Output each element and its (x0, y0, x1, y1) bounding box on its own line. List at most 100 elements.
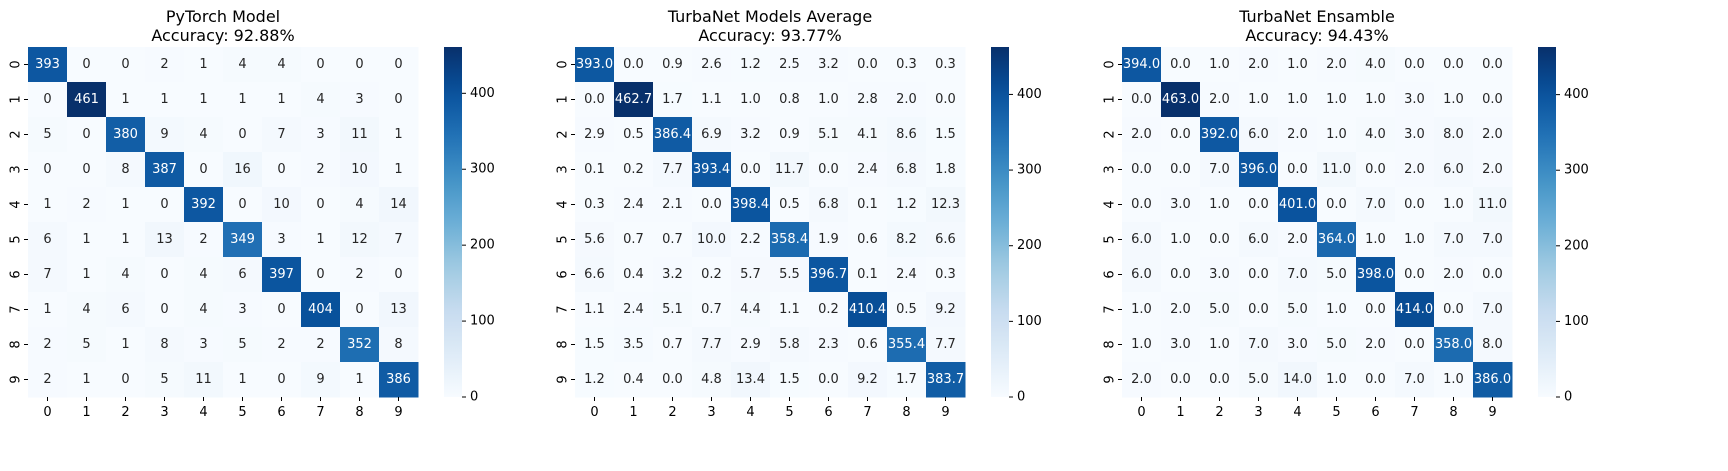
y-tick-label: 8 (1103, 340, 1118, 348)
cell-value-label: 5 (82, 337, 90, 352)
heatmap-cell (1122, 152, 1162, 188)
cell-value-label: 0.0 (1170, 162, 1191, 177)
heatmap-cell (1395, 82, 1435, 118)
cell-value-label: 461 (74, 92, 99, 107)
cell-value-label: 7.7 (662, 162, 683, 177)
x-tick-label: 3 (707, 405, 715, 420)
cell-value-label: 0.0 (1248, 267, 1269, 282)
cell-value-label: 4 (199, 127, 207, 142)
cell-value-label: 7.0 (1287, 267, 1308, 282)
cell-value-label: 6.0 (1131, 232, 1152, 247)
heatmap-cell (1434, 362, 1474, 398)
cell-value-label: 0.0 (1131, 92, 1152, 107)
cell-value-label: 4 (121, 267, 129, 282)
heatmap-cell (1473, 152, 1513, 188)
heatmap-cell (1161, 47, 1201, 83)
heatmap-cell (1161, 257, 1201, 293)
heatmap-cell (731, 362, 771, 398)
heatmap-cell (28, 82, 68, 118)
cell-value-label: 3 (355, 92, 363, 107)
heatmap-cell (653, 327, 693, 363)
heatmap-cell (184, 117, 224, 153)
heatmap-cell (145, 152, 185, 188)
heatmap-cell (223, 292, 263, 328)
heatmap-cell (1434, 257, 1474, 293)
heatmap-cell (1200, 47, 1240, 83)
heatmap-cell (887, 362, 927, 398)
heatmap-cell (1473, 257, 1513, 293)
cell-value-label: 1.2 (896, 197, 917, 212)
y-tick-label: 5 (1103, 235, 1118, 243)
cell-value-label: 4 (355, 197, 363, 212)
cell-value-label: 3.2 (740, 127, 761, 142)
cell-value-label: 1 (121, 337, 129, 352)
cell-value-label: 1 (43, 302, 51, 317)
x-tick-label: 2 (1215, 405, 1223, 420)
heatmap-cell (1278, 362, 1318, 398)
cell-value-label: 1.0 (1443, 197, 1464, 212)
x-tick-label: 0 (43, 405, 51, 420)
heatmap-cell (1473, 292, 1513, 328)
cell-value-label: 12.3 (931, 197, 960, 212)
heatmap-cell (67, 222, 107, 258)
cell-value-label: 2.1 (662, 197, 683, 212)
cell-value-label: 6.0 (1443, 162, 1464, 177)
cell-value-label: 0 (238, 197, 246, 212)
cell-value-label: 2.0 (1365, 337, 1386, 352)
cell-value-label: 393 (35, 57, 60, 72)
heatmap-cell (1200, 117, 1240, 153)
heatmap-cell (301, 47, 341, 83)
cell-value-label: 0.0 (1482, 57, 1503, 72)
y-tick-label: 7 (556, 305, 571, 313)
heatmap-cell (1239, 292, 1279, 328)
heatmap-cell (848, 117, 888, 153)
cell-value-label: 397 (269, 267, 294, 282)
heatmap-cell (28, 152, 68, 188)
cell-value-label: 0.4 (623, 372, 644, 387)
x-tick-label: 9 (1488, 405, 1496, 420)
heatmap-cell (1122, 292, 1162, 328)
cell-value-label: 5.1 (818, 127, 839, 142)
x-tick-label: 9 (394, 405, 402, 420)
cell-value-label: 8 (160, 337, 168, 352)
heatmap-cell (301, 117, 341, 153)
cell-value-label: 0.0 (1404, 267, 1425, 282)
heatmap-cell (340, 82, 380, 118)
cell-value-label: 1.0 (1287, 57, 1308, 72)
cell-value-label: 394.0 (1123, 57, 1160, 72)
heatmap-cell (262, 222, 302, 258)
cell-value-label: 8 (394, 337, 402, 352)
cell-value-label: 5.0 (1209, 302, 1230, 317)
heatmap-cell (887, 47, 927, 83)
cell-value-label: 0 (316, 267, 324, 282)
cell-value-label: 11.0 (1478, 197, 1507, 212)
cell-value-label: 0.0 (1482, 267, 1503, 282)
heatmap-cell (67, 362, 107, 398)
heatmap-cell (1395, 257, 1435, 293)
heatmap-cell (887, 292, 927, 328)
heatmap-cell (1239, 257, 1279, 293)
heatmap-cell (653, 152, 693, 188)
cell-value-label: 463.0 (1162, 92, 1199, 107)
cell-value-label: 1.0 (1443, 92, 1464, 107)
cell-value-label: 1 (121, 197, 129, 212)
heatmap-cell (848, 292, 888, 328)
cell-value-label: 2.0 (1209, 92, 1230, 107)
cell-value-label: 0 (43, 162, 51, 177)
cell-value-label: 8.2 (896, 232, 917, 247)
cell-value-label: 3 (316, 127, 324, 142)
cell-value-label: 6.0 (1131, 267, 1152, 282)
heatmap-cell (67, 292, 107, 328)
heatmap-cell (1317, 82, 1357, 118)
cell-value-label: 1.5 (584, 337, 605, 352)
heatmap-cell (1317, 362, 1357, 398)
x-tick-label: 3 (160, 405, 168, 420)
cell-value-label: 364.0 (1318, 232, 1355, 247)
cell-value-label: 414.0 (1396, 302, 1433, 317)
heatmap-cell (145, 362, 185, 398)
cell-value-label: 12 (351, 232, 368, 247)
heatmap-cell (575, 362, 615, 398)
heatmap-cell (1239, 222, 1279, 258)
x-tick-label: 8 (902, 405, 910, 420)
